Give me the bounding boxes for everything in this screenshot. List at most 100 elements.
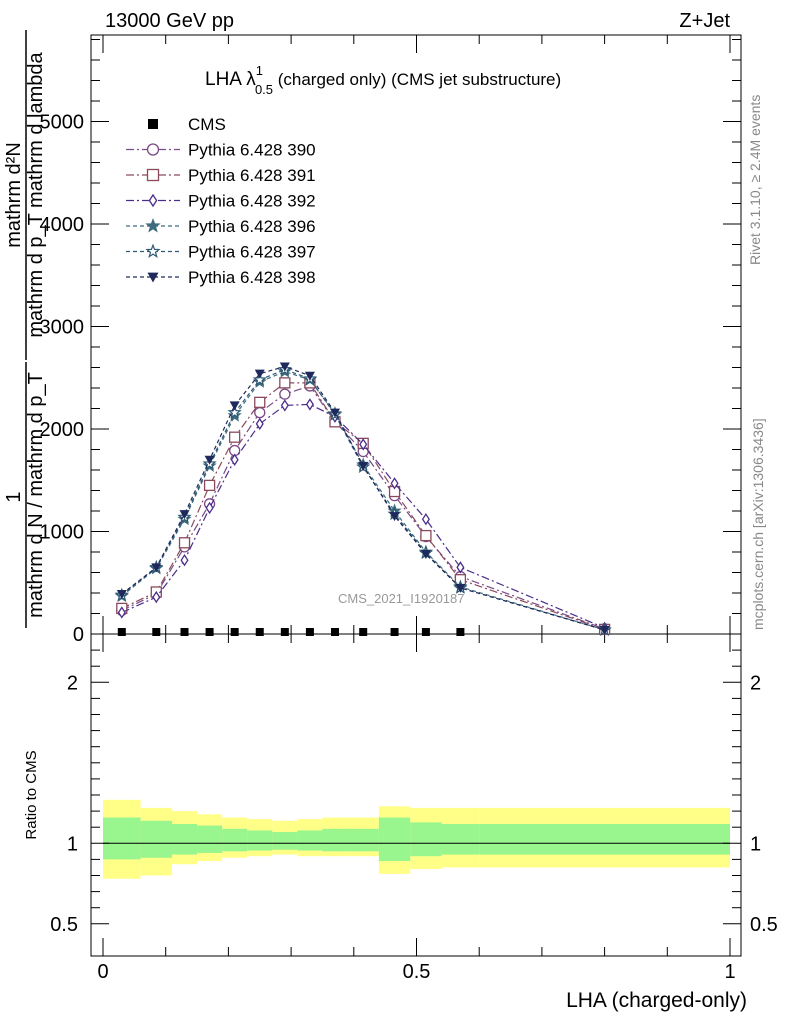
ratio-ytick-label: 1 [67, 833, 78, 855]
marker-square-open [178, 537, 191, 549]
energy-label: 13000 GeV pp [105, 10, 234, 32]
marker-diamond [280, 399, 289, 412]
main-ytick-label: 2000 [40, 419, 85, 441]
main-ytick-label: 1000 [40, 522, 85, 544]
marker-circle [279, 388, 291, 400]
legend-label: Pythia 6.428 397 [188, 243, 316, 262]
marker-triangle-down [116, 590, 127, 600]
main-ylabel: 1 mathrm d N / mathrm d p_T mathrm d²N m… [3, 30, 47, 628]
ylabel-frac-one: 1 [3, 491, 25, 502]
marker-square-open [203, 479, 216, 492]
marker-square [117, 628, 126, 636]
marker-star [145, 243, 161, 259]
ratio-band-bin [410, 822, 442, 857]
ratio-band-bin [140, 820, 172, 858]
ratio-band-bin [272, 832, 298, 850]
marker-diamond [359, 438, 368, 451]
series-3 [117, 398, 609, 635]
marker-square [148, 119, 158, 129]
marker-diamond [255, 417, 264, 431]
xtick-label: 1 [724, 961, 735, 983]
marker-diamond [148, 193, 158, 208]
marker-diamond [152, 590, 161, 604]
marker-triangle-down [329, 408, 340, 418]
marker-diamond [421, 513, 430, 526]
series-line [121, 382, 605, 630]
marker-square [305, 628, 314, 636]
series-line [121, 368, 605, 631]
marker-star [252, 372, 267, 386]
ratio-band-bin [171, 823, 198, 855]
ratio-ylabel: Ratio to CMS [23, 750, 40, 839]
marker-square [180, 628, 189, 636]
marker-star [145, 217, 161, 233]
legend-entry: Pythia 6.428 397 [126, 243, 316, 262]
watermark: CMS_2021_I1920187 [338, 591, 465, 606]
title-suffix: (charged only) (CMS jet substructure) [273, 70, 561, 89]
side-label-rivet: Rivet 3.1.10, ≥ 2.4M events [747, 95, 763, 265]
legend-label: Pythia 6.428 392 [188, 192, 316, 211]
main-ytick-label: 3000 [40, 317, 85, 339]
main-axis-ticks: 0 1000 2000 3000 4000 5000 [40, 35, 741, 646]
marker-diamond [230, 453, 239, 466]
marker-diamond [117, 606, 126, 619]
marker-diamond [305, 398, 314, 411]
marker-triangle-down [389, 512, 400, 522]
marker-triangle-down [304, 371, 315, 381]
title-sup: 1 [256, 63, 263, 78]
marker-triangle-down [455, 583, 466, 593]
ratio-ytick-label-right: 0.5 [750, 914, 778, 936]
marker-triangle-down [179, 510, 190, 520]
ratio-band-bin [103, 817, 141, 860]
marker-circle [146, 143, 160, 156]
series-layer [114, 362, 612, 636]
marker-triangle-down [151, 563, 162, 573]
ratio-ytick-label-right: 2 [750, 672, 761, 694]
marker-star [227, 405, 242, 419]
marker-diamond [456, 561, 465, 574]
marker-triangle-down [204, 455, 215, 465]
marker-triangle-down [599, 625, 610, 635]
marker-square [390, 628, 399, 636]
series-0 [117, 628, 465, 636]
ratio-ytick-label: 0.5 [50, 914, 78, 936]
marker-triangle-down [147, 272, 159, 283]
title-prefix: LHA λ [205, 69, 256, 90]
main-ytick-label: 5000 [40, 112, 85, 134]
legend: CMS Pythia 6.428 390 Pythia 6.428 391 Pythi… [126, 115, 316, 287]
legend-entry: Pythia 6.428 392 [126, 192, 316, 211]
series-6 [116, 362, 610, 635]
marker-diamond [390, 477, 399, 490]
marker-square-open [279, 377, 291, 389]
title-sub: 0.5 [255, 82, 273, 97]
marker-square [230, 628, 239, 636]
marker-triangle-down [254, 369, 265, 379]
ylabel-numerator: mathrm d²N [3, 142, 25, 248]
marker-square-open [229, 431, 241, 443]
legend-label: Pythia 6.428 390 [188, 141, 316, 160]
marker-diamond [205, 501, 214, 515]
marker-diamond [180, 554, 189, 567]
marker-square [205, 628, 214, 636]
legend-entry: Pythia 6.428 391 [126, 166, 316, 185]
legend-label: Pythia 6.428 396 [188, 217, 316, 236]
ratio-band-bin [222, 828, 248, 852]
ratio-band-bin [247, 830, 273, 851]
ylabel-left-denominator: mathrm d N / mathrm d p_T [25, 372, 47, 618]
xtick-label: 0 [97, 961, 108, 983]
ratio-band-bin [378, 817, 411, 862]
legend-entry: CMS [148, 115, 226, 134]
plot-title: LHA λ1 0.5 (charged only) (CMS jet substr… [205, 63, 561, 97]
xaxis-label: LHA (charged-only) [566, 989, 747, 1012]
process-label: Z+Jet [679, 10, 730, 32]
ratio-plot-frame [90, 633, 742, 957]
side-label-mcplots: mcplots.cern.ch [arXiv:1306.3436] [750, 418, 766, 630]
marker-triangle-down [358, 461, 369, 471]
legend-label: CMS [188, 115, 226, 134]
marker-square-open [254, 396, 266, 409]
legend-entry: Pythia 6.428 390 [126, 141, 316, 160]
marker-triangle-down [420, 550, 431, 560]
marker-square [421, 628, 430, 636]
ratio-ytick-label: 2 [67, 672, 78, 694]
